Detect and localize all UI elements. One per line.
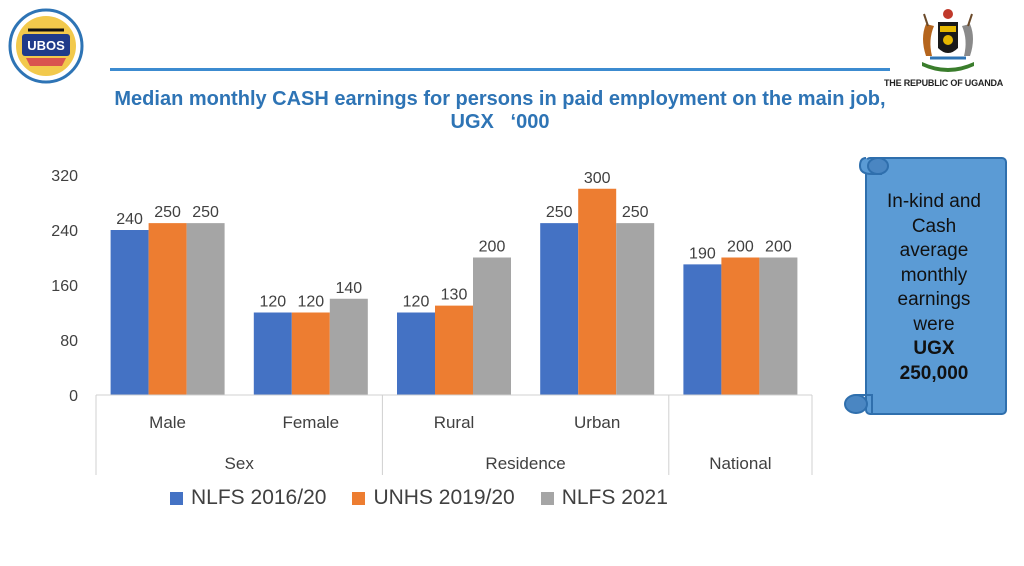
bar-s2-c5	[721, 257, 760, 395]
bar-s1-c1	[110, 230, 149, 395]
bar-s1-c2	[253, 312, 292, 395]
y-tick-label-0: 0	[69, 388, 78, 405]
data-label-s1-c1: 240	[116, 211, 143, 228]
bar-s2-c3	[435, 305, 473, 395]
bar-s2-c4	[578, 188, 617, 395]
legend-swatch-2	[352, 491, 366, 505]
logo-text: UBOS	[27, 38, 65, 53]
data-label-s3-c4: 250	[622, 204, 649, 221]
group-label-1: Sex	[225, 454, 255, 473]
bar-s3-c4	[616, 223, 655, 395]
data-label-s1-c2: 120	[259, 294, 286, 311]
bar-s3-c1	[186, 223, 225, 395]
legend-item-nlfs-2016: NLFS 2016/20	[170, 486, 326, 510]
data-label-s2-c2: 120	[297, 294, 324, 311]
legend-label-2: UNHS 2019/20	[373, 486, 515, 509]
legend-label-1: NLFS 2016/20	[191, 486, 327, 509]
chart-legend: NLFS 2016/20 UNHS 2019/20 NLFS 2021	[170, 486, 668, 510]
bar-s1-c4	[540, 223, 579, 395]
y-tick-label-4: 320	[51, 168, 78, 185]
legend-label-3: NLFS 2021	[561, 486, 668, 509]
data-label-s3-c3: 200	[479, 239, 506, 256]
y-tick-label-1: 80	[60, 333, 78, 350]
bar-chart: 0 80 160 240 320 240 120 120 250 190 250 120 130 300 2…	[51, 168, 813, 475]
bar-s3-c2	[329, 298, 368, 395]
callout-line-3: average	[899, 240, 969, 261]
bar-s1-c5	[683, 264, 722, 395]
category-label-3: Rural	[434, 413, 475, 432]
data-label-s1-c3: 120	[403, 294, 430, 311]
category-label-2: Female	[282, 413, 339, 432]
coat-of-arms-icon	[922, 9, 974, 72]
title-line-2: UGX ‘000	[450, 111, 550, 133]
category-label-1: Male	[149, 413, 186, 432]
data-label-s1-c5: 190	[689, 245, 716, 262]
data-label-s2-c5: 200	[727, 239, 754, 256]
data-label-s3-c5: 200	[765, 239, 792, 256]
republic-label: THE REPUBLIC OF UGANDA	[884, 78, 1004, 88]
data-label-s2-c3: 130	[441, 287, 468, 304]
bar-s3-c5	[759, 257, 798, 395]
legend-swatch-3	[540, 491, 554, 505]
callout-line-2: Cash	[911, 215, 957, 237]
data-label-s1-c4: 250	[546, 204, 573, 221]
bar-s2-c1	[148, 223, 187, 395]
category-label-4: Urban	[574, 413, 620, 432]
y-tick-label-3: 240	[51, 223, 78, 240]
bar-s1-c3	[397, 312, 435, 395]
y-tick-label-2: 160	[51, 278, 78, 295]
scroll-callout-shape	[844, 157, 1007, 415]
data-label-s3-c1: 250	[192, 204, 219, 221]
callout-line-8: 250,000	[899, 362, 969, 384]
ubos-logo-icon: UBOS	[8, 8, 84, 84]
callout-line-5: earnings	[897, 289, 971, 310]
chart-title: Median monthly CASH earnings for persons…	[40, 88, 960, 134]
callout-line-4: monthly	[900, 264, 968, 286]
callout-text: In-kind and Cash average monthly earning…	[866, 190, 1002, 386]
bar-s3-c3	[473, 257, 511, 395]
group-label-3: National	[709, 454, 771, 473]
legend-item-nlfs-2021: NLFS 2021	[540, 486, 668, 510]
callout-line-1: In-kind and	[886, 191, 981, 212]
data-label-s3-c2: 140	[335, 280, 362, 297]
legend-item-unhs-2019: UNHS 2019/20	[352, 486, 515, 510]
data-label-s2-c4: 300	[584, 170, 611, 187]
legend-swatch-1	[170, 491, 183, 505]
title-line-1: Median monthly CASH earnings for persons…	[114, 88, 886, 110]
callout-line-7: UGX	[913, 338, 955, 359]
bar-s2-c2	[291, 312, 330, 395]
group-label-2: Residence	[485, 454, 565, 473]
header-divider	[110, 68, 890, 71]
callout-line-6: were	[913, 313, 955, 335]
data-label-s2-c1: 250	[154, 204, 181, 221]
